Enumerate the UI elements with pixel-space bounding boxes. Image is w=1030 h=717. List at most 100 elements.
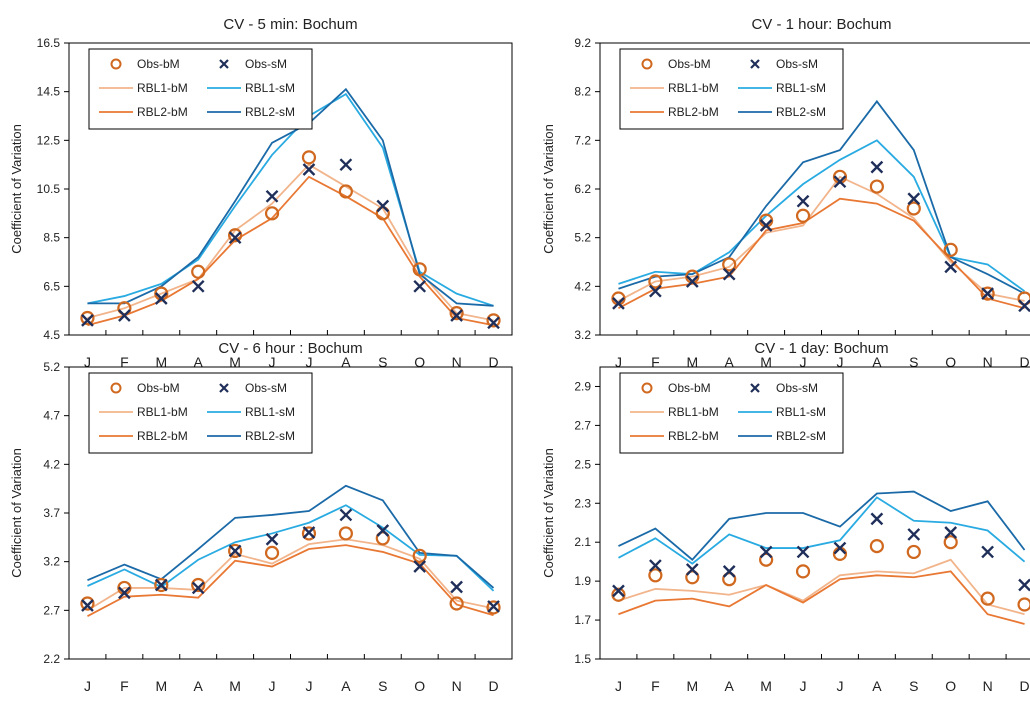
x-tick-label: J — [836, 678, 843, 694]
data-point-obs-sm — [267, 534, 278, 545]
chart-title: CV - 1 day: Bochum — [754, 340, 888, 357]
y-tick-label: 3.2 — [574, 328, 591, 342]
data-point-obs-bm — [871, 540, 883, 552]
x-tick-label: J — [305, 678, 312, 694]
legend-label: RBL1-sM — [245, 405, 295, 419]
data-point-obs-sm — [193, 281, 204, 292]
chart-title: CV - 5 min: Bochum — [223, 16, 357, 33]
x-tick-label: S — [909, 354, 918, 370]
y-tick-label: 5.2 — [574, 231, 591, 245]
y-tick-label: 1.9 — [574, 574, 591, 588]
x-tick-label: S — [378, 678, 387, 694]
data-point-obs-bm — [908, 546, 920, 558]
x-tick-label: J — [615, 354, 622, 370]
legend-label: RBL2-sM — [245, 105, 295, 119]
x-tick-label: O — [945, 354, 956, 370]
x-tick-label: M — [155, 354, 167, 370]
x-tick-label: D — [1019, 354, 1029, 370]
legend-label: RBL1-bM — [668, 81, 719, 95]
x-tick-label: O — [414, 354, 425, 370]
x-tick-label: M — [686, 678, 698, 694]
x-tick-label: A — [725, 354, 735, 370]
legend-label: RBL2-bM — [668, 105, 719, 119]
y-tick-label: 2.7 — [574, 418, 591, 432]
y-tick-label: 3.2 — [43, 555, 60, 569]
legend-label: RBL1-sM — [776, 405, 826, 419]
x-tick-label: A — [194, 678, 204, 694]
series-line-rbl2-bm — [618, 571, 1024, 624]
y-tick-label: 10.5 — [37, 182, 61, 196]
series-line-rbl2-bm — [618, 199, 1024, 309]
series-line-rbl1-bm — [87, 165, 493, 321]
x-tick-label: O — [414, 678, 425, 694]
x-tick-label: N — [452, 678, 462, 694]
x-tick-label: D — [1019, 678, 1029, 694]
y-tick-label: 4.2 — [43, 457, 60, 471]
x-tick-label: A — [194, 354, 204, 370]
x-tick-label: N — [983, 678, 993, 694]
x-tick-label: N — [983, 354, 993, 370]
legend-label: RBL2-sM — [245, 429, 295, 443]
y-tick-label: 16.5 — [37, 36, 61, 50]
legend-label: Obs-sM — [776, 381, 818, 395]
series-line-rbl1-sm — [618, 140, 1024, 291]
data-point-obs-bm — [192, 266, 204, 278]
y-tick-label: 2.7 — [43, 603, 60, 617]
x-tick-label: D — [488, 354, 498, 370]
y-tick-label: 9.2 — [574, 36, 591, 50]
series-line-rbl1-bm — [618, 177, 1024, 301]
y-tick-label: 2.1 — [574, 535, 591, 549]
data-point-obs-bm — [871, 181, 883, 193]
data-point-obs-sm — [119, 310, 130, 321]
data-point-obs-sm — [340, 509, 351, 520]
y-tick-label: 12.5 — [37, 133, 61, 147]
chart-title: CV - 1 hour: Bochum — [751, 16, 891, 33]
y-tick-label: 5.2 — [43, 360, 60, 374]
x-tick-label: A — [725, 678, 735, 694]
x-tick-label: D — [488, 678, 498, 694]
x-tick-label: S — [909, 678, 918, 694]
data-point-obs-sm — [798, 196, 809, 207]
data-point-obs-sm — [724, 566, 735, 577]
y-tick-label: 8.2 — [574, 85, 591, 99]
y-tick-label: 4.5 — [43, 328, 60, 342]
x-tick-label: J — [800, 678, 807, 694]
y-tick-label: 8.5 — [43, 231, 60, 245]
data-point-obs-sm — [451, 581, 462, 592]
y-tick-label: 14.5 — [37, 85, 61, 99]
data-point-obs-sm — [267, 191, 278, 202]
legend-label: Obs-sM — [776, 57, 818, 71]
data-point-obs-sm — [908, 529, 919, 540]
legend-label: RBL2-bM — [668, 429, 719, 443]
data-point-obs-bm — [797, 210, 809, 222]
y-tick-label: 1.5 — [574, 652, 591, 666]
legend-label: RBL1-sM — [245, 81, 295, 95]
x-tick-label: F — [651, 354, 660, 370]
y-tick-label: 2.9 — [574, 379, 591, 393]
chart-title: CV - 6 hour : Bochum — [218, 340, 362, 357]
series-line-rbl2-bm — [87, 177, 493, 325]
data-point-obs-bm — [303, 151, 315, 163]
legend-label: Obs-bM — [668, 57, 711, 71]
x-tick-label: F — [120, 678, 129, 694]
x-tick-label: F — [120, 354, 129, 370]
x-tick-label: S — [378, 354, 387, 370]
chart-panel-1: CV - 5 min: BochumCoefficient of Variati… — [9, 16, 512, 370]
data-point-obs-bm — [797, 565, 809, 577]
y-tick-label: 6.2 — [574, 182, 591, 196]
legend-label: Obs-bM — [137, 381, 180, 395]
data-point-obs-sm — [871, 513, 882, 524]
data-point-obs-bm — [81, 598, 93, 610]
data-point-obs-sm — [340, 159, 351, 170]
data-point-obs-sm — [871, 162, 882, 173]
series-line-rbl2-sm — [618, 101, 1024, 293]
y-tick-label: 4.2 — [574, 279, 591, 293]
x-tick-label: J — [269, 678, 276, 694]
data-point-obs-sm — [1019, 580, 1030, 591]
y-tick-label: 1.7 — [574, 613, 591, 627]
legend-label: RBL1-bM — [137, 81, 188, 95]
y-tick-label: 2.3 — [574, 496, 591, 510]
legend-label: RBL2-sM — [776, 429, 826, 443]
legend-label: RBL2-sM — [776, 105, 826, 119]
